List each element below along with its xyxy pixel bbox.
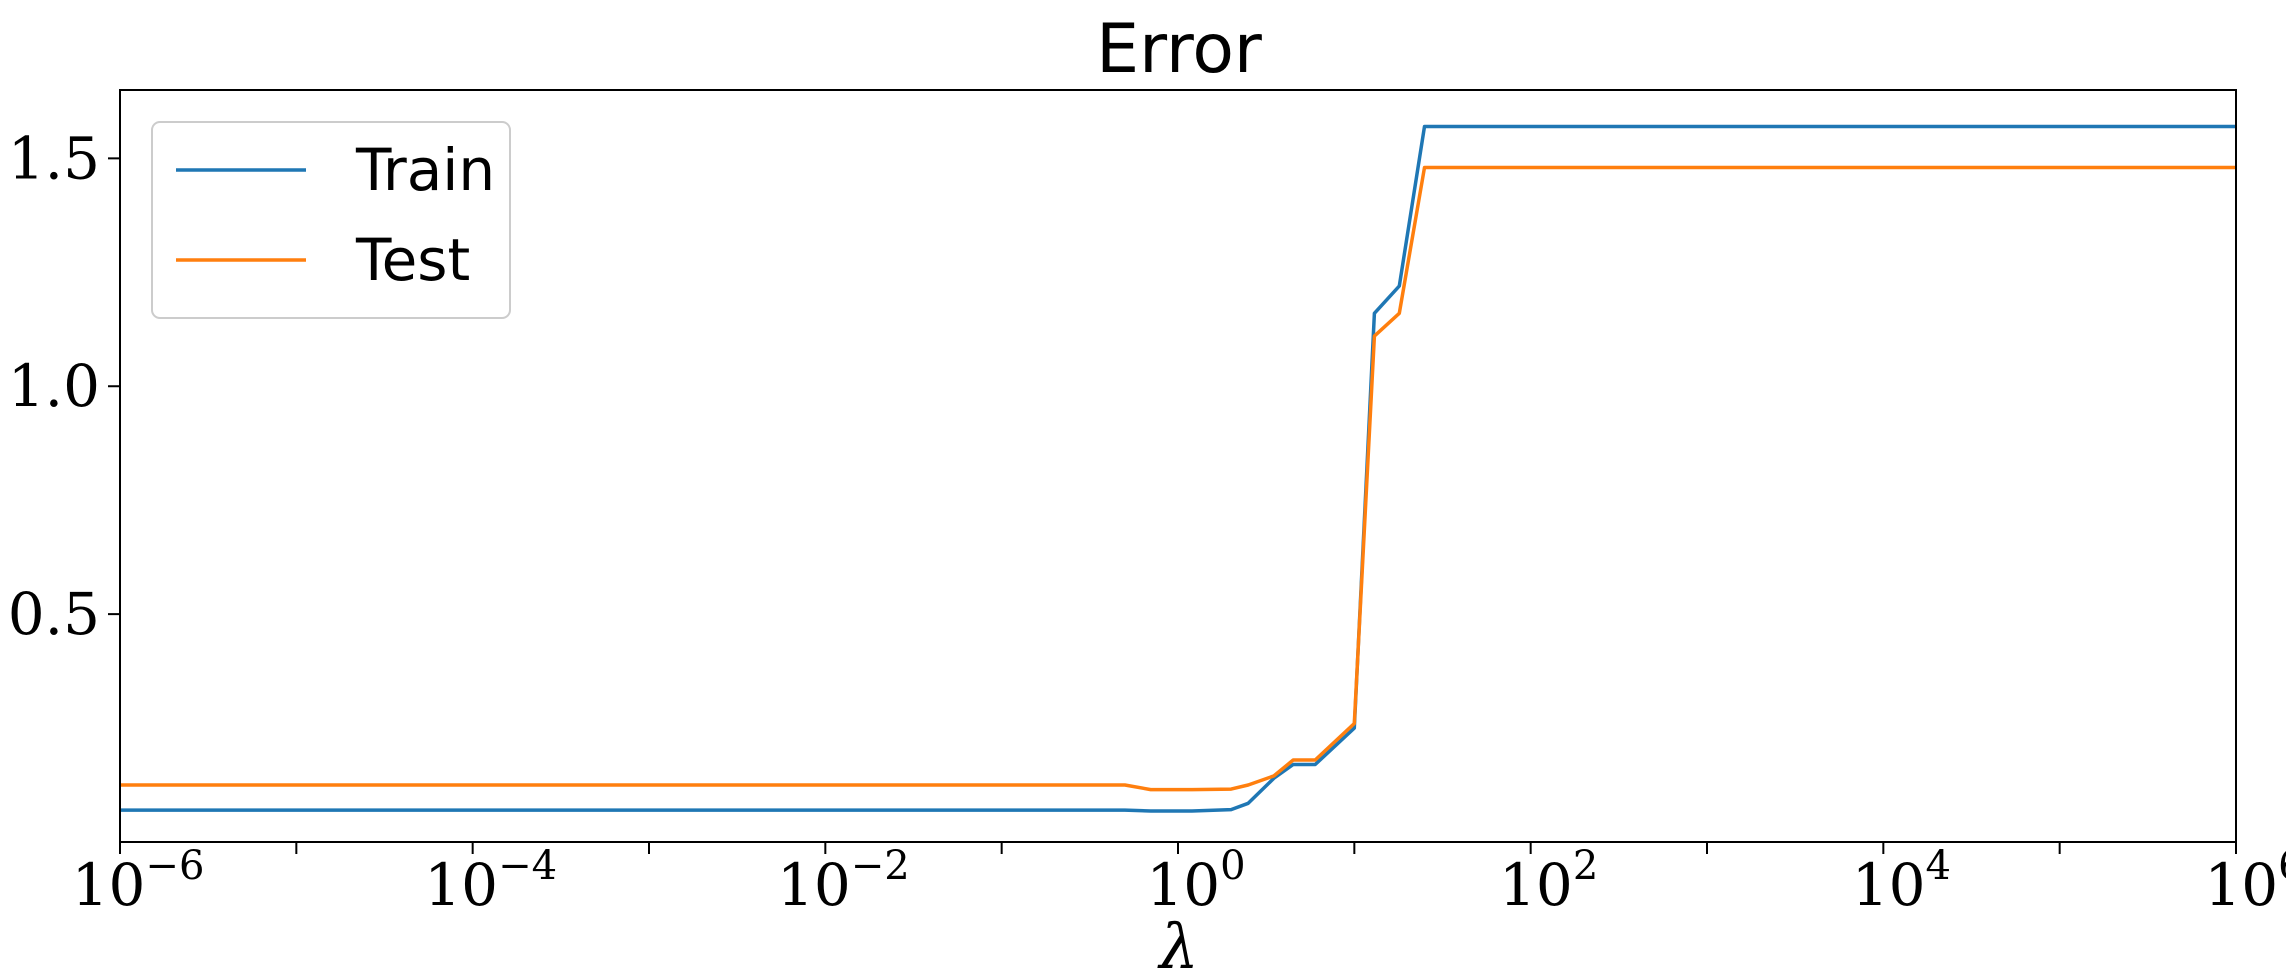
legend-label-test: Test xyxy=(355,226,470,294)
series-line-test xyxy=(120,165,2236,792)
y-tick-label: 1.0 xyxy=(8,352,100,420)
legend: Train Test xyxy=(151,121,511,319)
x-tick-label: 100 xyxy=(1146,843,1245,919)
y-tick-label: 0.5 xyxy=(8,580,100,648)
x-tick-label: 102 xyxy=(1499,843,1598,919)
legend-label-train: Train xyxy=(355,136,495,204)
x-tick-label: 10−4 xyxy=(424,843,557,919)
y-tick-label: 1.5 xyxy=(8,124,100,192)
series-line-train xyxy=(120,124,2236,813)
x-tick-label: 10−2 xyxy=(777,843,910,919)
plot-area: 10−6 10−4 10−2 100 102 104 106 0.5 1.0 1.5 xyxy=(8,89,2286,919)
chart-title: Error xyxy=(1096,10,1262,89)
x-axis-label: λ xyxy=(1156,910,1198,975)
x-tick-label: 106 xyxy=(2204,843,2286,919)
x-tick-label: 104 xyxy=(1852,843,1951,919)
x-tick-label: 10−6 xyxy=(72,843,205,919)
